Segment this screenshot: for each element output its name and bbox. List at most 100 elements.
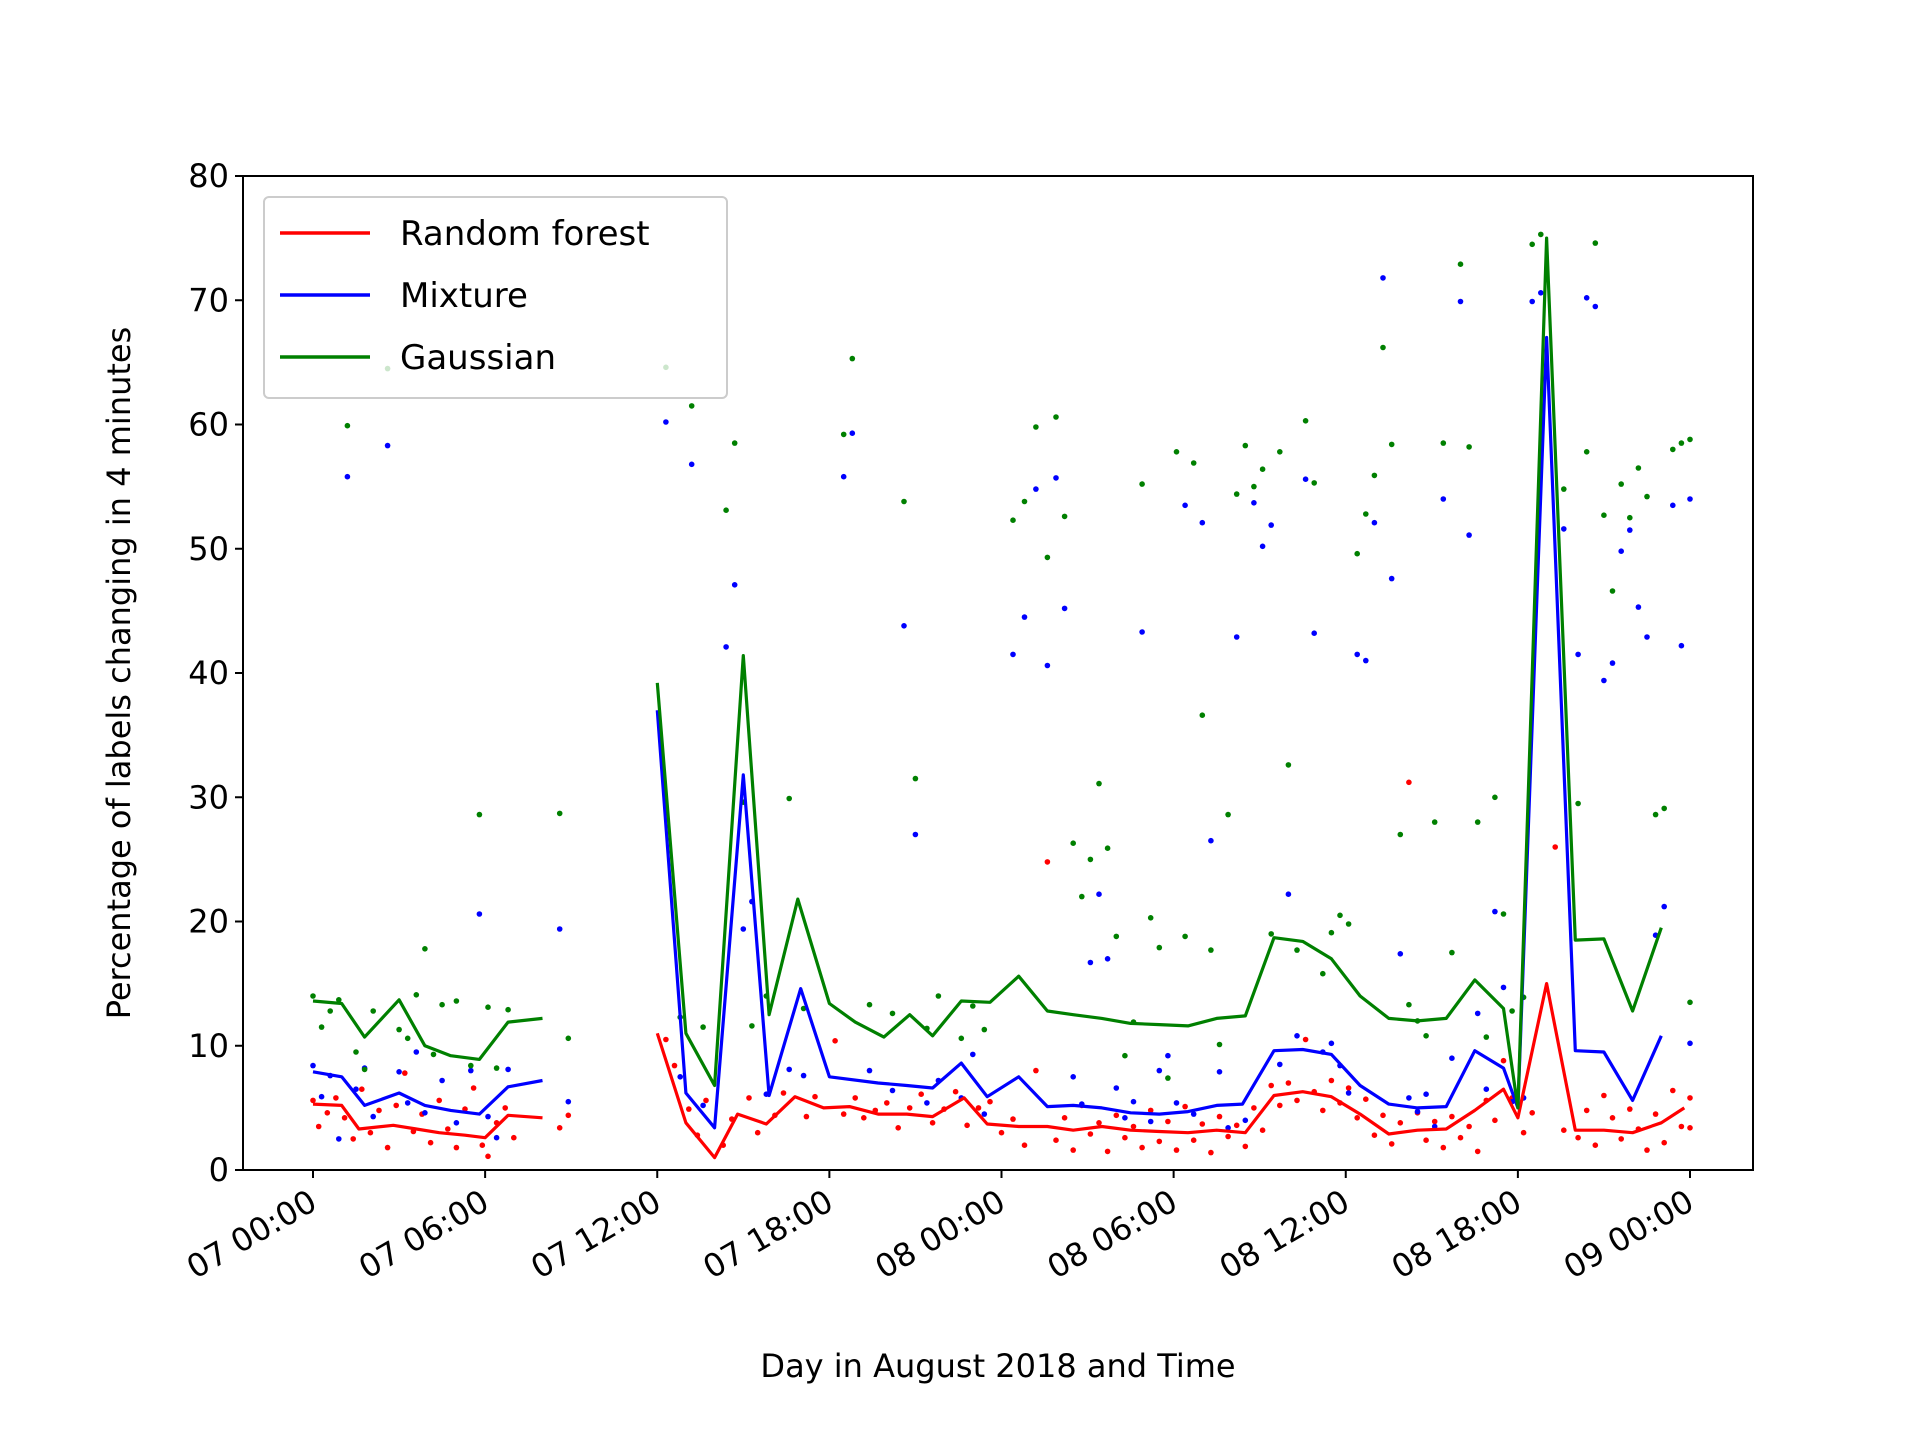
scatter-point [746, 1095, 752, 1101]
scatter-point [1500, 984, 1507, 991]
scatter-point [1592, 240, 1599, 246]
scatter-point [1474, 1010, 1481, 1017]
scatter-point [1449, 949, 1455, 956]
scatter-point [1627, 1106, 1633, 1112]
scatter-point [565, 1098, 572, 1105]
scatter-point [1601, 677, 1607, 684]
scatter-point [1474, 819, 1481, 825]
scatter-point [731, 440, 738, 446]
scatter-point [1259, 466, 1266, 473]
scatter-point [1423, 1091, 1429, 1097]
scatter-point [935, 993, 942, 999]
scatter-point [1371, 1132, 1378, 1138]
scatter-point [1302, 1036, 1309, 1043]
scatter-point [353, 1049, 359, 1055]
scatter-point [453, 998, 460, 1004]
y-axis: 0 10 20 30 40 50 60 70 80 [188, 157, 243, 1189]
scatter-point [396, 1026, 402, 1033]
scatter-point [1053, 475, 1059, 481]
scatter-point [359, 1086, 365, 1092]
scatter-point [1552, 844, 1558, 850]
scatter-point [1380, 344, 1386, 351]
scatter-point [1294, 1097, 1300, 1104]
scatter-point [341, 1115, 348, 1121]
scatter-point [1010, 517, 1016, 523]
scatter-point [485, 1113, 491, 1120]
scatter-point [1500, 911, 1507, 917]
scatter-point [1363, 1096, 1369, 1102]
scatter-point [1583, 295, 1590, 301]
scatter-point [1635, 604, 1642, 610]
scatter-point [1575, 800, 1581, 807]
scatter-point [333, 1095, 339, 1101]
scatter-point [1687, 1095, 1693, 1101]
scatter-point [1216, 1069, 1223, 1075]
scatter-point [1328, 929, 1335, 936]
scatter-point [318, 1093, 325, 1100]
scatter-point [1661, 805, 1667, 812]
scatter-point [723, 507, 729, 513]
scatter-point [1354, 1115, 1360, 1121]
scatter-layer [310, 231, 1693, 1160]
scatter-point [402, 1070, 408, 1076]
scatter-point [1354, 550, 1360, 557]
scatter-point [1388, 1141, 1395, 1147]
scatter-point [1044, 662, 1051, 669]
scatter-point [565, 1112, 572, 1119]
scatter-point [1397, 951, 1404, 957]
scatter-point [1618, 1136, 1624, 1142]
scatter-point [889, 1087, 896, 1094]
scatter-point [663, 1036, 669, 1043]
scatter-point [970, 1051, 976, 1058]
scatter-point [1449, 1113, 1455, 1120]
scatter-point [1652, 811, 1659, 818]
scatter-point [832, 1038, 838, 1044]
scatter-point [1079, 893, 1085, 900]
scatter-point [1139, 629, 1145, 635]
scatter-point [749, 1023, 755, 1029]
scatter-point [1285, 1080, 1292, 1086]
scatter-point [1609, 660, 1616, 666]
scatter-point [556, 926, 563, 932]
scatter-point [324, 1110, 331, 1116]
scatter-point [413, 992, 420, 998]
scatter-point [1311, 480, 1317, 486]
scatter-point [436, 1097, 443, 1104]
scatter-point [1190, 1111, 1197, 1117]
scatter-point [1070, 840, 1076, 846]
y-tick-label: 60 [188, 406, 229, 444]
scatter-point [1122, 1052, 1128, 1059]
scatter-point [502, 1105, 509, 1111]
scatter-point [1406, 1095, 1412, 1101]
scatter-point [556, 1125, 563, 1131]
scatter-point [1328, 1040, 1335, 1047]
scatter-point [1216, 1113, 1223, 1120]
scatter-point [1021, 1142, 1028, 1148]
scatter-point [849, 430, 856, 437]
scatter-point [1233, 491, 1240, 497]
scatter-point [852, 1095, 858, 1101]
series-line-gaussian [655, 236, 1663, 1110]
scatter-point [1618, 548, 1624, 554]
scatter-point [1190, 460, 1197, 466]
scatter-point [1328, 1077, 1335, 1084]
series-line-gaussian [312, 998, 543, 1062]
scatter-point [344, 422, 351, 429]
scatter-point [310, 1097, 316, 1104]
scatter-point [1431, 1118, 1438, 1125]
scatter-point [344, 473, 351, 480]
scatter-point [327, 1008, 334, 1014]
scatter-point [1561, 526, 1567, 532]
scatter-point [439, 1077, 445, 1084]
scatter-point [1520, 1129, 1527, 1136]
scatter-point [889, 1010, 896, 1017]
scatter-point [1414, 1108, 1421, 1115]
scatter-point [861, 1115, 867, 1121]
scatter-point [1122, 1115, 1128, 1121]
scatter-point [1251, 1105, 1257, 1111]
scatter-point [1225, 1125, 1231, 1131]
scatter-point [1096, 780, 1102, 787]
scatter-point [970, 1003, 976, 1009]
scatter-point [1687, 999, 1693, 1006]
scatter-point [1104, 956, 1111, 962]
